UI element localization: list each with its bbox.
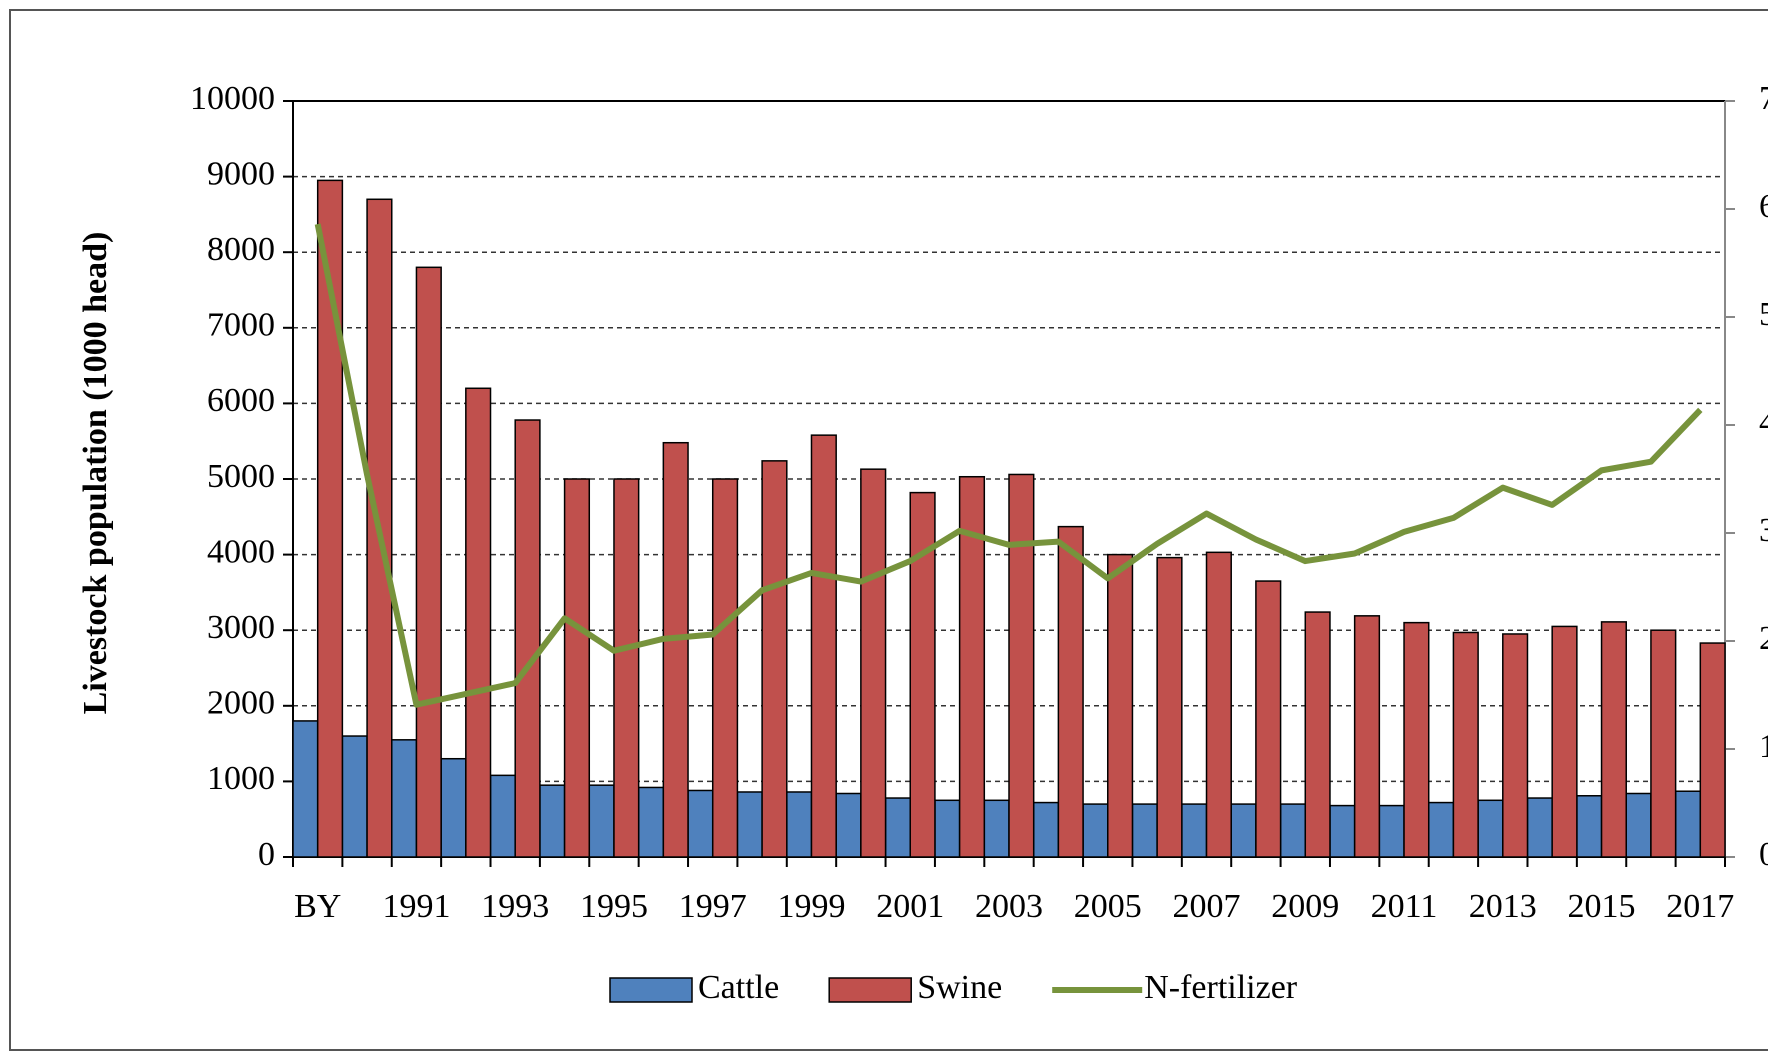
bar [1082,803,1109,858]
x-tick-label: BY [294,888,341,925]
x-tick-label: 2017 [1666,888,1734,925]
bar [1255,580,1282,858]
bar [1699,642,1726,858]
bar [440,757,467,858]
x-tick-label: 2015 [1568,888,1636,925]
bar [1477,799,1504,858]
bar [1205,551,1232,858]
y-tick-label: 10000 [190,80,275,117]
y2-tick-label: 6 [1759,188,1768,225]
bar [465,387,492,858]
bar [786,791,813,858]
x-tick-label: 2005 [1074,888,1142,925]
bar [958,475,986,858]
bar [1279,803,1307,858]
bar [860,468,887,858]
bar [391,739,418,858]
x-tick-label: 2001 [876,888,944,925]
bar [1353,615,1381,858]
y-tick-label: 3000 [207,609,275,646]
bar [292,720,319,858]
legend-label: Swine [917,969,1002,1006]
y2-tick-label: 2 [1759,620,1768,657]
bar [983,799,1010,858]
bar [711,478,739,858]
bar [563,478,591,858]
bar [934,799,961,858]
bar [489,774,516,858]
bar [1156,556,1183,858]
x-tick-label: 1995 [580,888,648,925]
bar [539,784,566,858]
x-tick-label: 2013 [1469,888,1537,925]
bar [1625,792,1652,858]
legend-swatch [609,977,693,1003]
bar [1107,553,1134,858]
y-tick-label: 0 [258,836,275,873]
legend-swatch [828,977,912,1003]
bar [1674,790,1702,858]
bar [662,441,689,858]
bar [1403,621,1430,858]
y-axis-title: Livestock population (1000 head) [77,232,114,715]
bar [1526,797,1553,858]
bar [415,266,442,858]
bar [1032,801,1060,858]
bar [1576,795,1603,858]
bar [761,460,788,858]
bar [1600,621,1627,858]
bar [736,791,763,858]
bar [810,434,837,858]
bar [1329,804,1356,858]
y-tick-label: 9000 [207,155,275,192]
bar [588,784,615,858]
bar [1304,611,1331,858]
x-tick-label: 1997 [679,888,747,925]
bar [1131,803,1158,858]
bar [1230,803,1257,858]
y2-tick-label: 4 [1759,404,1768,441]
x-tick-label: 1993 [481,888,549,925]
y2-tick-label: 5 [1759,296,1768,333]
y2-tick-label: 7 [1759,80,1768,117]
bar [835,792,862,858]
bar [1057,525,1084,858]
bar [514,419,541,858]
x-tick-label: 2009 [1271,888,1339,925]
bar [613,478,640,858]
bar [637,786,665,858]
bar [1551,625,1578,858]
y-tick-label: 7000 [207,307,275,344]
bar [1452,631,1479,858]
y-tick-label: 2000 [207,685,275,722]
y-tick-label: 5000 [207,458,275,495]
y-tick-label: 8000 [207,231,275,268]
bar [1502,633,1529,858]
y2-tick-label: 1 [1759,728,1768,765]
bar [1181,803,1208,858]
bar [1378,804,1405,858]
frame [9,9,1768,1051]
bar [1427,801,1455,858]
bar [341,735,368,858]
x-tick-label: 1999 [777,888,845,925]
x-tick-label: 2011 [1371,888,1438,925]
legend-label: N-fertilizer [1144,969,1298,1006]
bar [884,797,911,858]
y-tick-label: 6000 [207,382,275,419]
y2-tick-label: 3 [1759,512,1768,549]
x-tick-label: 2003 [975,888,1043,925]
bar [1650,629,1677,858]
bar [687,789,714,858]
x-tick-label: 1991 [382,888,450,925]
bar [1008,473,1035,858]
y-tick-label: 1000 [207,760,275,797]
x-tick-label: 2007 [1173,888,1241,925]
y2-tick-label: 0 [1759,836,1768,873]
legend-label: Cattle [698,969,779,1006]
line [314,223,1703,708]
y-tick-label: 4000 [207,533,275,570]
